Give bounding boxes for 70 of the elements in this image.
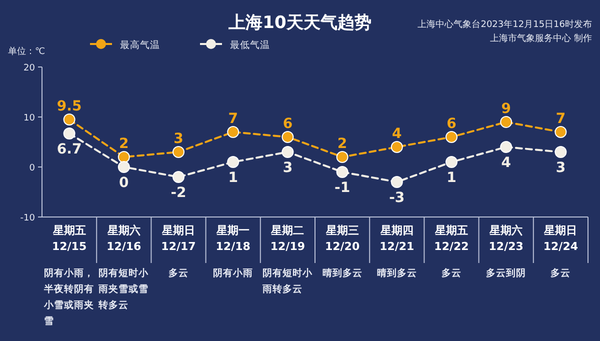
point — [336, 151, 348, 163]
text: 阴有小雨，半夜转阴有小雪或雨夹雪 — [43, 267, 95, 327]
x-tick-label: 星期三 12/20 — [324, 224, 360, 253]
point — [390, 141, 403, 153]
point — [172, 171, 184, 183]
point — [118, 151, 130, 163]
point — [336, 166, 348, 178]
text: 上海中心气象台2023年12月15日16时发布 — [418, 19, 592, 30]
point — [554, 126, 567, 138]
y-axis-title: 单位：℃ — [8, 46, 46, 57]
point — [500, 116, 512, 128]
x-tick-label: 星期五 12/22 — [434, 224, 469, 253]
data-label: -3 — [389, 190, 405, 206]
data-label: 3 — [282, 160, 293, 176]
text: 阴有小雨 — [213, 267, 254, 279]
y-tick-label: 0 — [29, 164, 36, 174]
text: 多云 — [442, 267, 462, 279]
data-label: 2 — [119, 136, 129, 152]
data-label: 7 — [556, 111, 566, 127]
x-tick-label: 星期一 12/18 — [216, 224, 250, 253]
data-label: 1 — [228, 170, 238, 186]
text: 阴有短时小雨夹雪或雪转多云 — [98, 267, 150, 311]
point — [63, 114, 76, 126]
x-tick-label: 星期六 12/23 — [488, 224, 524, 253]
point — [500, 141, 512, 153]
legend-label: 最高气温 — [120, 39, 160, 51]
data-label: 4 — [392, 126, 402, 142]
y-tick-label: -10 — [20, 214, 36, 224]
data-label: 6 — [282, 116, 293, 132]
data-label: 7 — [228, 111, 238, 127]
text: 多云 — [168, 267, 188, 279]
x-tick-label: 星期日 12/17 — [161, 224, 196, 253]
data-label: 0 — [119, 175, 130, 191]
text: 晴到多云 — [322, 267, 362, 279]
data-label: 3 — [556, 160, 566, 176]
data-label: 6.7 — [56, 142, 82, 158]
data-label: 2 — [337, 136, 348, 152]
point — [282, 146, 294, 158]
x-tick-label: 星期二 12/19 — [270, 224, 306, 253]
y-tick-label: 20 — [24, 64, 36, 74]
point — [63, 128, 76, 140]
chart-title: 上海10天天气趋势 — [228, 13, 372, 33]
text: 阴有短时小雨转多云 — [261, 267, 314, 295]
y-tick-label: 10 — [24, 114, 36, 124]
text: 多云 — [550, 267, 571, 279]
data-label: 9 — [501, 101, 511, 117]
point — [446, 131, 458, 143]
point — [282, 131, 294, 143]
data-label: 4 — [501, 155, 512, 171]
text: 晴到多云 — [376, 267, 417, 279]
data-label: 6 — [446, 116, 456, 132]
data-label: -1 — [334, 180, 350, 196]
data-label: 9.5 — [56, 98, 82, 114]
point — [446, 156, 458, 168]
x-tick-label: 星期日 12/24 — [543, 224, 578, 253]
x-tick-label: 星期四 12/21 — [379, 224, 414, 253]
x-tick-label: 星期六 12/16 — [106, 224, 142, 253]
data-label: 1 — [446, 170, 456, 186]
point — [227, 126, 240, 138]
data-label: -2 — [170, 185, 186, 201]
x-tick-label: 星期五 12/15 — [52, 224, 87, 253]
legend-label: 最低气温 — [230, 39, 270, 51]
point — [118, 161, 130, 173]
point — [172, 146, 184, 158]
point — [554, 146, 567, 158]
point — [227, 156, 240, 168]
text: 多云到阴 — [486, 267, 526, 279]
text: 上海市气象服务中心 制作 — [490, 33, 592, 44]
data-label: 3 — [174, 131, 184, 147]
point — [390, 176, 403, 188]
